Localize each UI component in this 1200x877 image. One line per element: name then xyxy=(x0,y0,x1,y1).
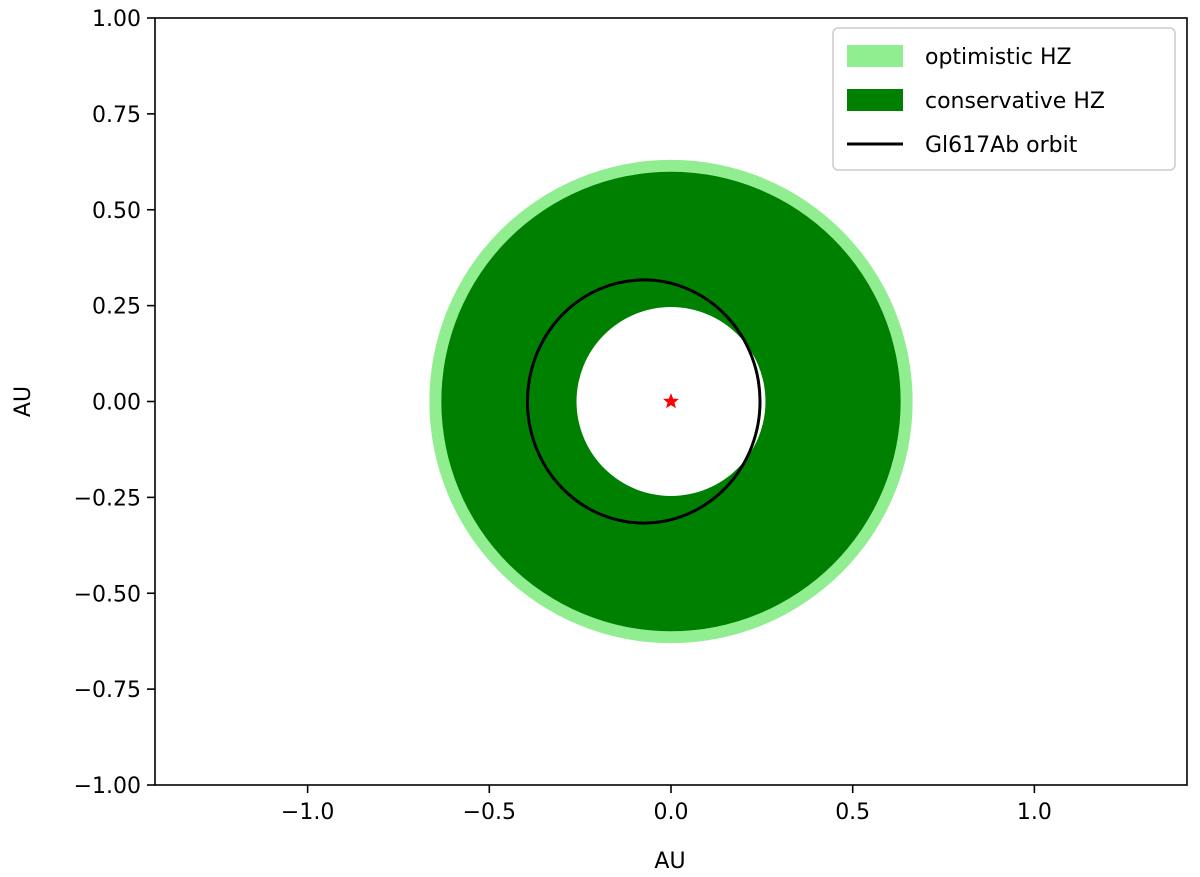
plot-area xyxy=(429,159,913,644)
x-tick-label: 0.0 xyxy=(654,800,689,825)
x-tick-label: −1.0 xyxy=(281,800,334,825)
x-tick-label: 0.5 xyxy=(835,800,870,825)
legend: optimistic HZ conservative HZ Gl617Ab orbi… xyxy=(832,27,1176,171)
y-tick-label: 0.00 xyxy=(92,391,141,416)
legend-label-gl617ab-orbit: Gl617Ab orbit xyxy=(925,133,1078,158)
y-tick-label: −0.50 xyxy=(74,582,141,607)
legend-swatch-optimistic-hz xyxy=(847,45,903,67)
legend-label-conservative-hz: conservative HZ xyxy=(925,89,1105,114)
y-tick-label: −0.25 xyxy=(74,486,141,511)
x-axis-label: AU xyxy=(654,849,685,874)
y-tick-label: 1.00 xyxy=(92,7,141,32)
conservative-hz-annulus xyxy=(441,171,901,632)
y-tick-label: −1.00 xyxy=(74,774,141,799)
legend-swatch-conservative-hz xyxy=(847,89,903,111)
axes: −1.0 −0.5 0.0 0.5 1.0 1.00 0.75 0.50 0.25 0.00 −0.… xyxy=(11,7,1188,874)
y-tick-label: 0.75 xyxy=(92,103,141,128)
x-tick-label: 1.0 xyxy=(1017,800,1052,825)
legend-label-optimistic-hz: optimistic HZ xyxy=(925,45,1072,70)
y-axis-label: AU xyxy=(11,386,36,417)
y-tick-label: 0.50 xyxy=(92,199,141,224)
x-tick-label: −0.5 xyxy=(463,800,516,825)
y-tick-label: 0.25 xyxy=(92,295,141,320)
gl617ab-orbit-line xyxy=(525,278,762,525)
y-tick-label: −0.75 xyxy=(74,678,141,703)
star-marker xyxy=(663,393,679,409)
legend-box xyxy=(832,27,1176,171)
